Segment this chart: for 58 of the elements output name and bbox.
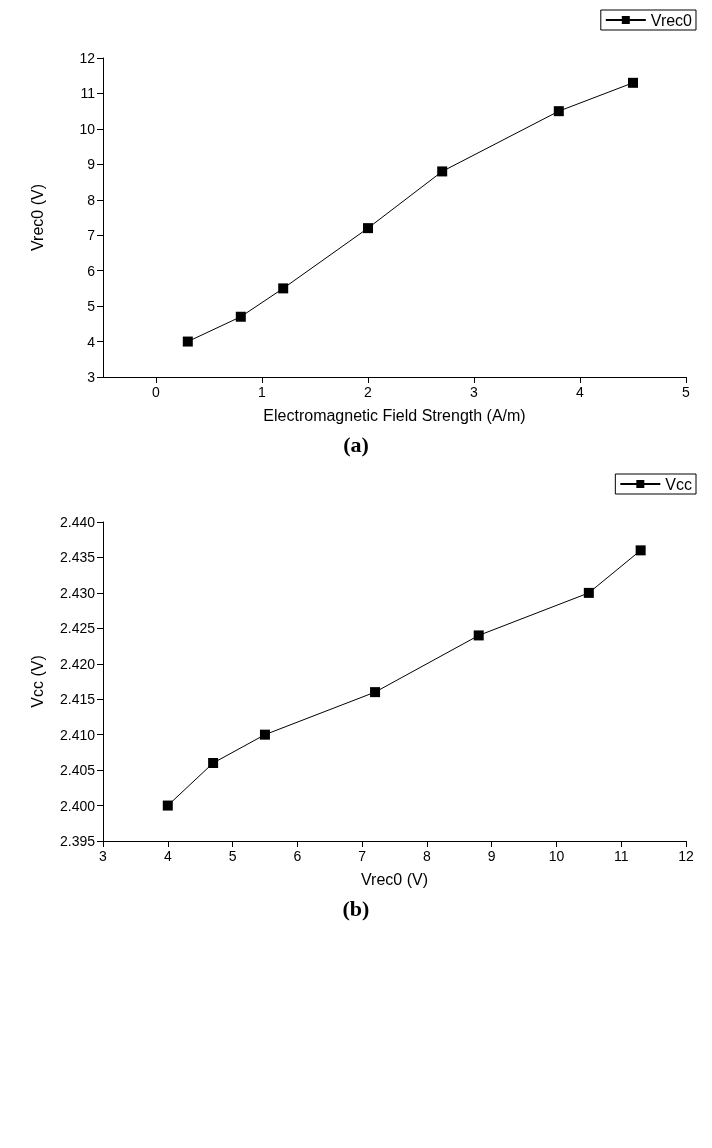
y-tick-label: 2.410 (59, 726, 96, 743)
point (583, 587, 594, 598)
point (208, 758, 219, 769)
point (278, 283, 289, 294)
x-tick-label: 3 (470, 384, 479, 400)
y-tick-label: 2.415 (59, 691, 96, 708)
text: (a) (342, 432, 370, 458)
x-tick-label: 4 (163, 848, 172, 864)
x-tick-label: 12 (678, 848, 694, 864)
x-tick-label: 5 (682, 384, 691, 400)
x-tick-label: 0 (152, 384, 161, 400)
point (370, 687, 381, 698)
y-tick-label: 3 (87, 369, 96, 385)
y-tick-label: 5 (87, 298, 96, 315)
legend-label: Vrec0 (650, 11, 693, 29)
y-tick-label: 2.430 (59, 584, 96, 601)
x-tick-label: 4 (576, 384, 585, 400)
y-tick-label: 6 (87, 262, 96, 279)
x-tick-label: 3 (99, 848, 108, 864)
point (363, 223, 373, 234)
y-tick-label: 10 (79, 120, 96, 137)
point (162, 800, 173, 811)
x-axis-title: Vrec0 (V) (361, 870, 428, 888)
x-tick-label: 10 (548, 848, 565, 864)
y-tick-label: 4 (87, 333, 96, 350)
x-tick-label: 7 (358, 848, 367, 864)
y-tick-label: 2.405 (59, 762, 96, 779)
x-tick-label: 2 (364, 384, 373, 400)
x-tick-label: 5 (228, 848, 237, 864)
y-tick-label: 9 (87, 156, 96, 173)
point (628, 77, 638, 88)
y-axis-title: Vrec0 (V) (28, 184, 46, 251)
x-tick-label: 9 (487, 848, 496, 864)
point (437, 166, 448, 177)
y-tick-label: 8 (87, 191, 96, 208)
y-tick-label: 2.435 (59, 549, 96, 566)
text: (b) (341, 896, 371, 922)
y-tick-label: 2.420 (59, 655, 96, 672)
x-tick-label: 8 (422, 848, 431, 864)
y-tick-label: 2.425 (59, 620, 96, 637)
x-tick-label: 11 (613, 848, 629, 864)
y-tick-label: 2.395 (59, 833, 96, 849)
point (182, 336, 193, 347)
y-axis-title: Vcc (V) (28, 655, 46, 708)
point (259, 729, 270, 740)
y-tick-label: 2.400 (59, 797, 96, 814)
point (553, 106, 564, 117)
point (635, 545, 646, 556)
x-tick-label: 1 (258, 384, 267, 400)
y-tick-label: 2.440 (59, 514, 96, 530)
point (473, 630, 484, 641)
x-tick-label: 6 (293, 848, 302, 864)
point (235, 311, 246, 322)
y-tick-label: 7 (87, 227, 96, 244)
x-axis-title: Electromagnetic Field Strength (A/m) (263, 406, 526, 424)
legend-label: Vcc (665, 475, 692, 493)
y-tick-label: 11 (80, 85, 96, 102)
y-tick-label: 12 (79, 50, 96, 66)
